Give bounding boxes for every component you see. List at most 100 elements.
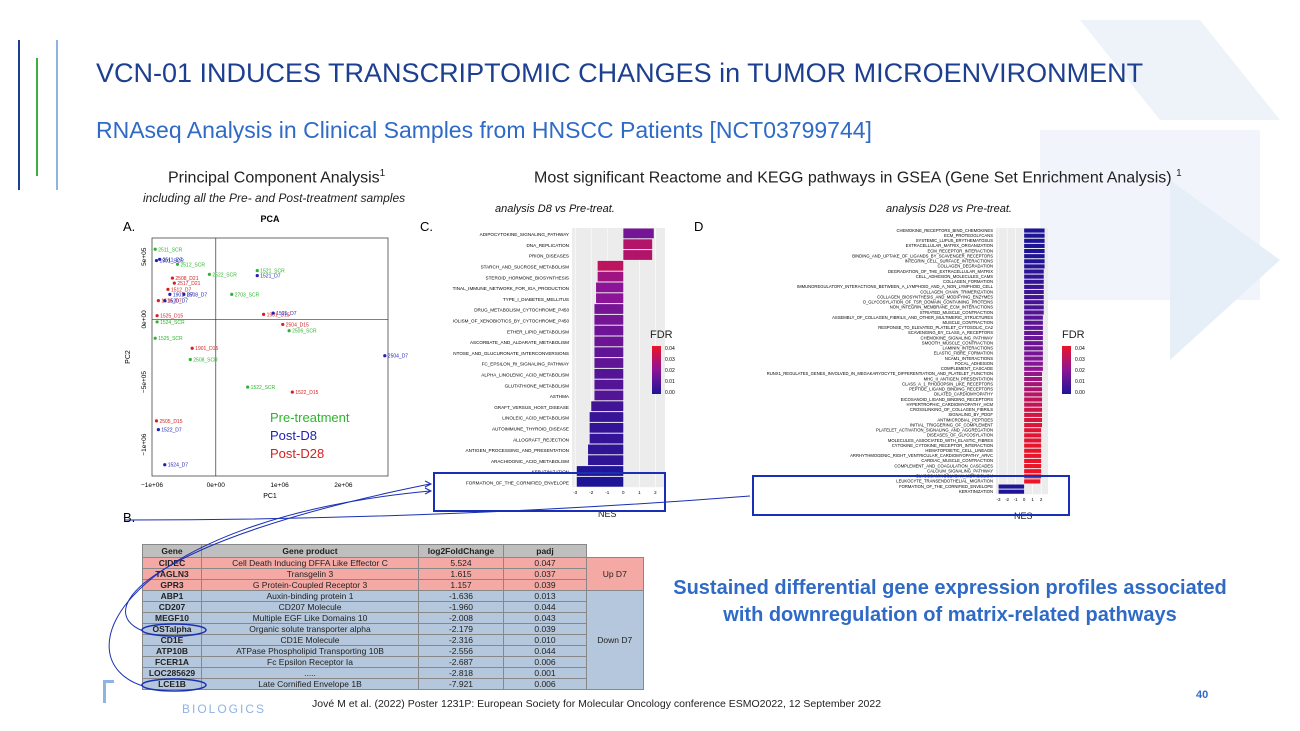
gsea-bar — [589, 422, 624, 433]
pca-point-label: 1520_D7 — [168, 299, 189, 305]
gsea-x-tick: 0 — [622, 490, 625, 495]
pca-point — [153, 336, 157, 340]
gsea-bar — [1024, 336, 1043, 341]
gsea-fdr-tick: 0.00 — [1075, 390, 1085, 396]
gsea-category-label: ANTIMICROBIAL_PEPTIDES — [937, 417, 993, 422]
gsea-category-label: AUTOIMMUNE_THYROID_DISEASE — [492, 427, 569, 432]
accent-line-blue — [18, 40, 20, 190]
gsea-category-label: CHEMOKINE_SIGNALING_PATHWAY — [921, 335, 994, 340]
pca-y-tick: 0e+00 — [141, 310, 148, 329]
gsea-category-label: SYSTEMIC_LUPUS_ERYTHEMATOSUS — [916, 238, 993, 243]
pca-point — [182, 292, 186, 296]
pca-point — [190, 346, 194, 350]
pca-point — [290, 390, 294, 394]
nes-label-c: NES — [598, 509, 617, 519]
gsea-bar — [594, 304, 624, 314]
panel-a-label: A. — [123, 219, 136, 234]
gsea-bar — [1024, 330, 1043, 336]
padj-cell: 0.006 — [503, 678, 587, 690]
gsea-category-label: DISEASES_OF_GLYCOSYLATION — [927, 433, 993, 438]
pca-point — [255, 268, 259, 273]
pca-point — [271, 311, 275, 315]
gsea-bar — [1024, 325, 1043, 330]
gsea-category-label: ASCORBATE_AND_ALDARATE_METABOLISM — [470, 340, 569, 345]
gsea-bar — [1024, 320, 1043, 325]
pca-point — [281, 322, 285, 327]
pca-x-tick: −1e+06 — [141, 482, 163, 489]
gene-table: Gene Gene product log2FoldChange padj CI… — [142, 544, 644, 690]
chart-c-title: analysis D8 vs Pre-treat. — [495, 203, 615, 215]
pca-point — [188, 357, 192, 362]
gsea-bar — [1024, 274, 1044, 279]
reference-footnote: Jové M et al. (2022) Poster 1231P: Europ… — [312, 698, 882, 710]
gsea-category-label: ECM_RECEPTOR_INTERACTION — [927, 248, 993, 253]
gsea-bar — [1024, 361, 1043, 366]
gene-table-row: TAGLN3 Transgelin 3 1.615 0.037 — [142, 568, 644, 580]
gsea-bar — [596, 282, 624, 293]
padj-cell: 0.013 — [503, 590, 587, 602]
panel-c-label: C. — [420, 219, 433, 234]
gsea-fdr-colorbar — [1062, 346, 1071, 394]
pca-point-label: 2508_D21 — [175, 276, 198, 282]
gene-table-row: ABP1 Auxin-binding protein 1 -1.636 0.013 Do… — [142, 590, 644, 690]
gsea-category-label: RUNX1_REGULATES_GENES_INVOLVED_IN_MEGAKA… — [767, 371, 993, 376]
gsea-bar — [1024, 387, 1043, 392]
pca-point — [230, 292, 234, 296]
gsea-x-tick: -3 — [573, 490, 577, 495]
pca-point — [246, 385, 250, 389]
gsea-bar — [594, 325, 624, 336]
gsea-category-label: ARRHYTHMOGENIC_RIGHT_VENTRICULAR_CARDIOM… — [850, 453, 993, 458]
gsea-category-label: TINAL_IMMUNE_NETWORK_FOR_IGA_PRODUCTION — [453, 286, 569, 291]
group-label-up: Up D7 — [586, 557, 644, 591]
gsea-category-label: NON_INTEGRIN_MEMBRANE_ECM_INTERACTIONS — [890, 305, 994, 310]
gsea-category-label: HEMATOPOIETIC_CELL_LINEAGE — [925, 448, 993, 453]
gsea-bar — [594, 347, 624, 358]
gsea-bar — [1024, 407, 1043, 412]
pca-point — [156, 428, 160, 432]
gsea-fdr-tick: 0.04 — [665, 346, 675, 352]
panel-b-label: B. — [123, 510, 136, 525]
lfc-cell: -2.818 — [418, 667, 504, 679]
gsea-x-tick: -1 — [605, 490, 609, 495]
pca-heading-text: Principal Component Analysis — [168, 169, 380, 187]
padj-cell: 0.039 — [503, 579, 587, 591]
logo-mark — [103, 680, 114, 703]
gsea-category-label: EXTRACELLULAR_MATRIX_ORGANIZATION — [906, 243, 993, 248]
pca-point — [168, 292, 172, 296]
gsea-bar — [588, 455, 624, 466]
pca-point-label: 1525_SCR — [158, 336, 183, 342]
gsea-bar — [1024, 479, 1041, 484]
pca-point-label: 1525_D7 — [276, 311, 297, 317]
padj-cell: 0.043 — [503, 612, 587, 624]
pca-point — [153, 247, 157, 251]
gsea-bar — [998, 489, 1025, 494]
pca-point-label: 1516_D7 — [161, 299, 182, 305]
pca-point — [170, 276, 175, 280]
fdr-legend-d-title: FDR — [1062, 329, 1085, 341]
panel-d-label: D — [694, 219, 704, 234]
gsea-category-label: FORMATION_OF_THE_CORNIFIED_ENVELOPE — [899, 484, 993, 489]
gsea-bar — [1024, 433, 1042, 438]
gsea-bar — [1024, 469, 1042, 474]
company-logo-text: BIOLOGICS — [182, 702, 267, 716]
gsea-bar — [1024, 443, 1042, 448]
pca-point-label: 1521_SCR — [260, 269, 285, 275]
gsea-category-label: RESPONSE_TO_ELEVATED_PLATELET_CYTOSOLIC_… — [878, 325, 993, 330]
gsea-category-label: ALPHA_LINOLENIC_ACID_METABOLISM — [481, 373, 569, 378]
gsea-bar — [623, 228, 654, 239]
gsea-x-tick: 2 — [654, 490, 657, 495]
pca-point — [163, 463, 167, 467]
pca-point-label: 1901_SCR — [159, 259, 184, 265]
pca-point-label: 2506_SCR — [292, 329, 317, 335]
gene-table-row: MEGF10 Multiple EGF Like Domains 10 -2.008… — [142, 612, 644, 624]
pca-point-label: 1522_D15 — [295, 390, 318, 396]
gsea-bar — [1024, 412, 1043, 417]
pca-plot-frame — [151, 237, 389, 477]
gsea-bar — [1024, 233, 1045, 238]
pca-title: PCA — [260, 214, 280, 224]
gsea-category-label: MUSCLE_CONTRACTION — [943, 320, 994, 325]
gsea-category-label: CLASS_A_1_RHODOPSIN_LIKE_RECEPTORS — [902, 381, 993, 386]
gsea-bar — [1024, 371, 1043, 376]
pca-caption: including all the Pre- and Post-treatmen… — [143, 191, 406, 205]
fdr-legend-c: FDR — [650, 329, 673, 341]
